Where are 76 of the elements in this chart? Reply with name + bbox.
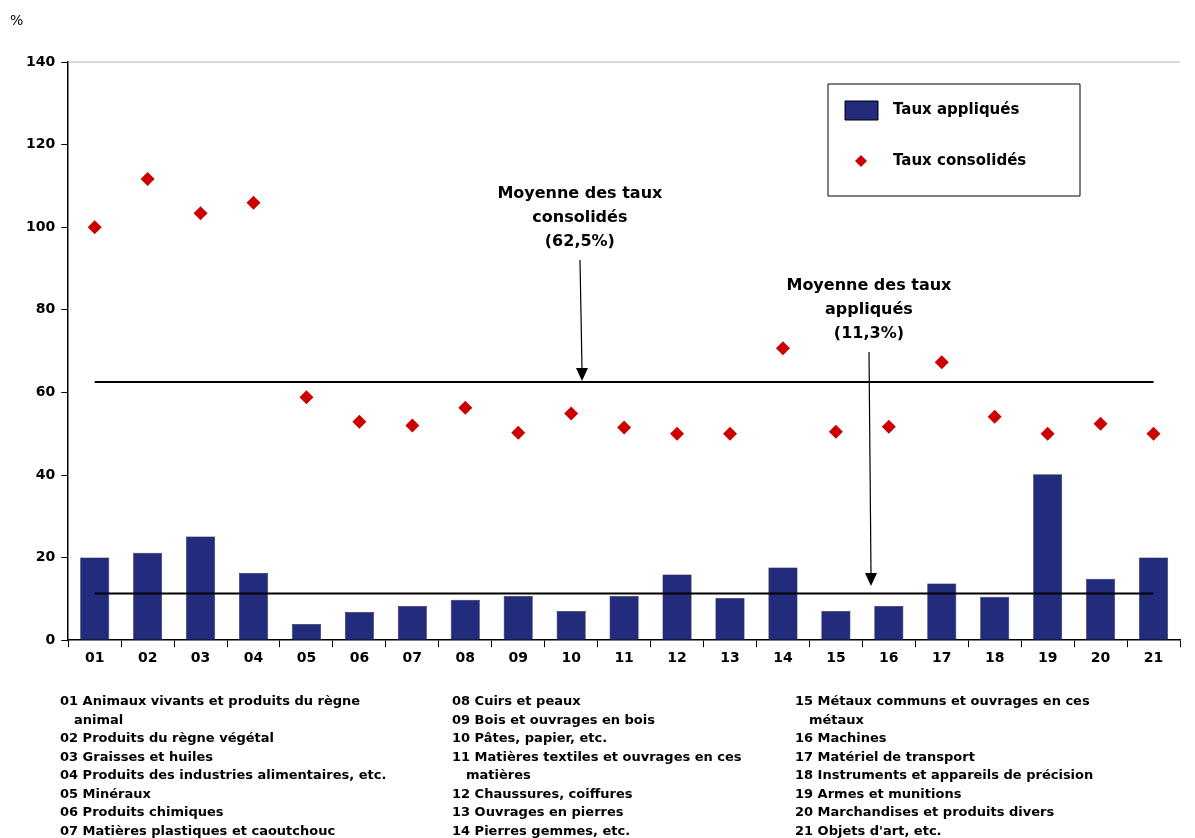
- y-tick-label: 140: [25, 52, 56, 69]
- legend-label: Taux consolidés: [893, 150, 1027, 169]
- x-tick-label: 20: [1090, 649, 1111, 666]
- x-tick-label: 11: [614, 649, 634, 666]
- x-tick-label: 18: [984, 649, 1005, 666]
- y-tick-label: 0: [45, 630, 56, 647]
- point: [140, 171, 155, 186]
- text: 14 Pierres gemmes, etc.: [452, 821, 632, 838]
- y-tick-label: 20: [35, 548, 56, 565]
- x-tick-label: 10: [561, 649, 582, 666]
- x-tick-label: 12: [667, 649, 687, 666]
- y-axis-title: %: [10, 12, 24, 28]
- annotation: Moyenne des taux appliqués (11,3%): [786, 274, 953, 342]
- x-tick-label: 07: [402, 649, 423, 666]
- annotation: Moyenne des taux consolidés (62,5%): [497, 183, 664, 251]
- legend-label: Taux appliqués: [893, 99, 1020, 118]
- text: 02 Produits du règne végétal: [60, 729, 276, 747]
- point: [723, 426, 737, 441]
- text: 17 Matériel de transport: [795, 747, 976, 766]
- text: 03 Graisses et huiles: [60, 747, 215, 766]
- text: 18 Instruments et appareils de précision: [795, 766, 1095, 784]
- x-tick-label: 13: [720, 649, 740, 666]
- x-tick-label: 17: [932, 649, 952, 666]
- point: [828, 424, 843, 439]
- x-tick-label: 19: [1037, 649, 1058, 666]
- point: [246, 195, 261, 210]
- text: 06 Produits chimiques: [60, 803, 225, 821]
- text: 04 Produits des industries alimentaires, etc.: [60, 766, 388, 784]
- text: 11 Matières textiles et ouvrages en ces matières: [452, 747, 743, 784]
- x-tick-label: 05: [296, 649, 317, 666]
- text: 10 Pâtes, papier, etc.: [452, 729, 609, 747]
- text: 16 Machines: [795, 729, 888, 747]
- text: 13 Ouvrages en pierres: [452, 803, 625, 821]
- point: [511, 425, 526, 440]
- x-tick-label: 15: [826, 649, 846, 666]
- x-tick-label: 03: [190, 649, 211, 666]
- point: [775, 341, 790, 356]
- text: 01 Animaux vivants et produits du règne animal: [60, 692, 362, 729]
- text: 09 Bois et ouvrages en bois: [452, 710, 656, 729]
- x-tick-label: 09: [508, 649, 528, 666]
- x-tick-label: 08: [455, 649, 476, 666]
- point: [1146, 426, 1161, 441]
- y-tick-label: 40: [35, 465, 56, 482]
- point: [87, 220, 102, 235]
- x-tick-label: 14: [773, 649, 793, 666]
- text: 12 Chaussures, coiffures: [452, 784, 634, 803]
- text: 08 Cuirs et peaux: [452, 692, 582, 710]
- point: [299, 390, 314, 405]
- text: 15 Métaux communs et ouvrages en ces métaux: [795, 692, 1091, 729]
- y-tick-label: 60: [35, 383, 56, 400]
- x-tick-label: 06: [349, 649, 370, 666]
- y-tick-label: 80: [35, 300, 56, 317]
- y-tick-label: 120: [25, 135, 56, 152]
- x-tick-label: 21: [1143, 649, 1164, 666]
- point: [193, 206, 208, 221]
- y-tick-label: 100: [25, 217, 56, 234]
- text: 20 Marchandises et produits divers: [795, 803, 1056, 821]
- point: [564, 406, 579, 421]
- point: [670, 426, 685, 441]
- point: [1093, 416, 1108, 431]
- text: 21 Objets d'art, etc.: [795, 821, 943, 838]
- x-tick-label: 02: [137, 649, 158, 666]
- point: [458, 400, 473, 415]
- text: 05 Minéraux: [60, 784, 152, 803]
- text: 07 Matières plastiques et caoutchouc: [60, 821, 337, 838]
- point: [1040, 426, 1055, 441]
- text: 19 Armes et munitions: [795, 784, 963, 803]
- point: [987, 409, 1002, 424]
- x-tick-label: 01: [84, 649, 105, 666]
- point: [405, 418, 420, 433]
- x-tick-label: 16: [879, 649, 899, 666]
- point: [881, 419, 896, 434]
- point: [352, 414, 367, 429]
- point: [934, 355, 949, 370]
- point: [617, 420, 632, 435]
- x-tick-label: 04: [243, 649, 264, 666]
